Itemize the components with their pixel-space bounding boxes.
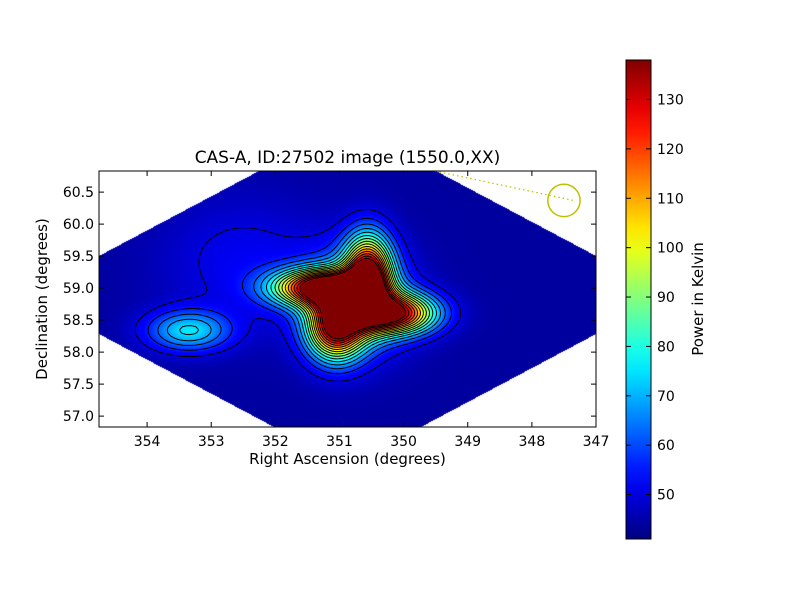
colorbar-tick-label: 90: [657, 290, 675, 306]
beam-circle: [547, 183, 581, 218]
y-axis: 57.0 57.5 58.0 58.5 59.0 59.5 60.0 60.5: [63, 185, 596, 425]
colorbar-label: Power in Kelvin: [689, 242, 707, 356]
contour-line: [270, 235, 434, 360]
axes-frame: [98, 170, 597, 428]
x-tick-label: 352: [262, 434, 289, 450]
colorbar-tick-label: 50: [657, 488, 675, 504]
colorbar-tick-label: 70: [657, 389, 675, 405]
x-tick-label: 350: [390, 434, 417, 450]
contour-line: [281, 243, 424, 353]
contour-line: [284, 246, 421, 350]
x-axis-label: Right Ascension (degrees): [249, 450, 446, 468]
x-tick-label: 353: [198, 434, 225, 450]
colorbar-tick-label: 130: [657, 93, 684, 109]
y-tick-label: 58.5: [63, 313, 94, 329]
y-tick-label: 59.5: [63, 249, 94, 265]
heatmap-image: [99, 171, 596, 427]
y-axis-label: Declination (degrees): [33, 218, 51, 380]
y-tick-label: 60.0: [63, 217, 94, 233]
x-tick-label: 354: [134, 434, 161, 450]
chart-title: CAS-A, ID:27502 image (1550.0,XX): [195, 148, 501, 168]
x-tick-label: 347: [583, 434, 610, 450]
contour-line: [278, 240, 427, 355]
colorbar: 50 60 70 80 90 100 110 120 130 Power in Kelvin: [625, 59, 707, 540]
contour-lines: [134, 209, 462, 382]
y-tick-label: 57.0: [63, 409, 94, 425]
contour-line: [293, 253, 413, 344]
colorbar-frame: [625, 59, 652, 540]
x-tick-label: 349: [454, 434, 481, 450]
x-tick-label: 351: [326, 434, 353, 450]
contour-line: [287, 248, 419, 348]
colorbar-tick-label: 110: [657, 191, 684, 207]
contour-line: [274, 238, 430, 357]
x-tick-label: 348: [519, 434, 546, 450]
contour-line: [299, 257, 407, 340]
contour-line: [166, 228, 441, 366]
plot-area: [99, 171, 596, 427]
x-axis: 354 353 352 351 350 349 348 347: [134, 171, 610, 450]
contour-line: [179, 231, 437, 363]
y-tick-label: 57.5: [63, 377, 94, 393]
colorbar-ticks: 50 60 70 80 90 100 110 120 130: [626, 93, 684, 504]
colorbar-gradient: [626, 60, 651, 539]
colorbar-tick-label: 60: [657, 438, 675, 454]
contour-line: [296, 255, 410, 342]
contour-line: [134, 209, 462, 382]
contour-line: [290, 250, 416, 346]
beam-track: [434, 171, 574, 202]
colorbar-tick-label: 120: [657, 142, 684, 158]
beam-layer: [434, 171, 581, 218]
colorbar-tick-label: 100: [657, 241, 684, 257]
colorbar-tick-label: 80: [657, 339, 675, 355]
y-tick-label: 58.0: [63, 345, 94, 361]
contour-line: [147, 217, 452, 375]
contour-line: [157, 223, 446, 370]
y-tick-label: 59.0: [63, 281, 94, 297]
y-tick-label: 60.5: [63, 185, 94, 201]
